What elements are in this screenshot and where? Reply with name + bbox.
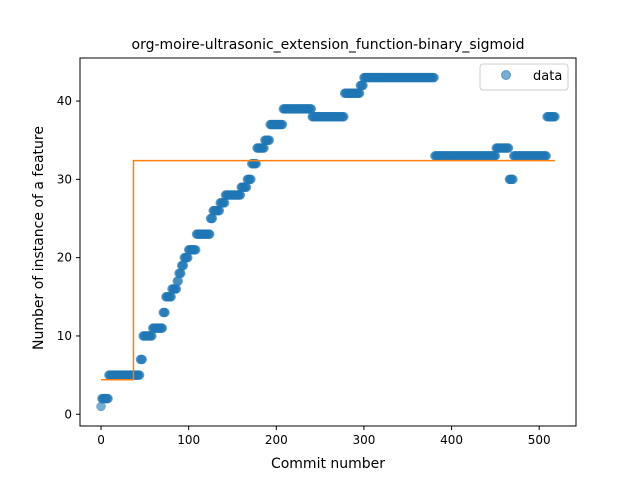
- x-tick-label: 400: [440, 433, 463, 447]
- scatter-point: [264, 135, 275, 145]
- scatter-point: [190, 245, 201, 255]
- axes: 0 100 200 300 400 500 0 10 20 30 40: [57, 57, 577, 447]
- plot-frame: [79, 57, 577, 427]
- chart-title: org-moire-ultrasonic_extension_function-…: [132, 37, 525, 53]
- scatter-point: [157, 323, 168, 333]
- y-tick-label: 30: [57, 172, 72, 186]
- scatter-point: [137, 354, 147, 365]
- x-tick-label: 0: [97, 433, 105, 447]
- legend-marker-data: [501, 70, 511, 80]
- scatter-point: [503, 143, 514, 153]
- scatter-point: [251, 158, 261, 169]
- y-tick-label: 20: [57, 251, 72, 265]
- scatter-point: [246, 174, 256, 185]
- legend-label-data: data: [533, 69, 562, 84]
- x-axis-label: Commit number: [271, 456, 385, 472]
- scatter-point: [277, 119, 288, 130]
- y-tick-label: 10: [57, 329, 72, 343]
- scatter-point: [134, 370, 145, 380]
- scatter-point: [508, 174, 518, 185]
- y-tick-label: 40: [57, 94, 72, 108]
- fit-line: [101, 159, 555, 381]
- scatter-point: [160, 307, 170, 318]
- scatter-point: [171, 284, 182, 294]
- legend-frame: [479, 63, 569, 91]
- scatter-point: [103, 393, 113, 404]
- scatter-point: [429, 72, 439, 83]
- chart-legend: data: [479, 63, 569, 91]
- y-axis-label: Number of instance of a feature: [31, 126, 47, 350]
- x-tick-label: 300: [352, 433, 375, 447]
- scatter-point: [339, 111, 349, 122]
- scatter-point: [204, 229, 215, 239]
- y-tick-label: 0: [64, 407, 72, 421]
- x-tick-label: 200: [265, 433, 288, 447]
- x-tick-label: 500: [528, 433, 551, 447]
- plot-area: [96, 72, 560, 412]
- scatter-point: [550, 111, 560, 122]
- x-tick-label: 100: [177, 433, 200, 447]
- scatter-point: [541, 151, 551, 161]
